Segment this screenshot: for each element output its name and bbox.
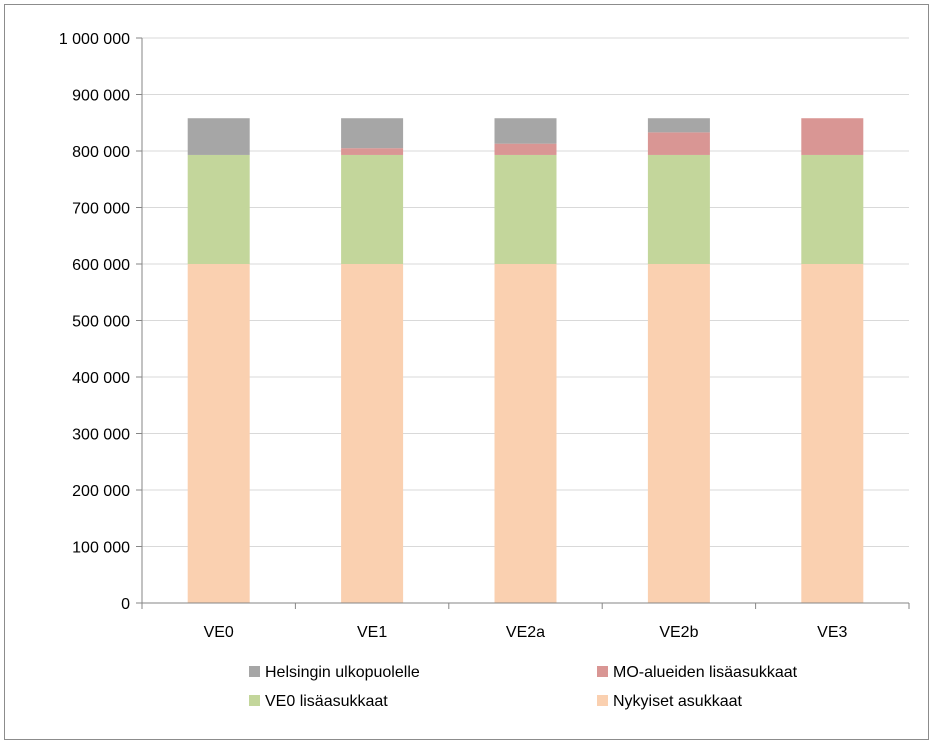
bar-segment-ve1-series-0 <box>341 264 404 603</box>
bars <box>187 118 864 603</box>
bar-segment-ve0-series-0 <box>187 264 250 603</box>
bar-segment-ve3-series-1 <box>801 154 864 264</box>
y-tick-label: 700 000 <box>72 201 130 218</box>
legend-swatch <box>249 666 260 677</box>
y-tick-label: 300 000 <box>72 427 130 444</box>
x-tick-label: VE2b <box>659 624 698 641</box>
legend-label: Nykyiset asukkaat <box>613 693 742 710</box>
y-tick-label: 400 000 <box>72 370 130 387</box>
bar-segment-ve2b-series-3 <box>647 118 710 133</box>
y-tick-label: 900 000 <box>72 88 130 105</box>
legend-label: Helsingin ulkopuolelle <box>265 664 420 681</box>
bar-segment-ve2a-series-0 <box>494 264 557 603</box>
y-tick-label: 600 000 <box>72 257 130 274</box>
legend-label: MO-alueiden lisäasukkaat <box>613 664 798 681</box>
bar-segment-ve0-series-3 <box>187 118 250 155</box>
x-tick-label: VE0 <box>204 624 234 641</box>
y-tick-label: 500 000 <box>72 314 130 331</box>
y-tick-label: 100 000 <box>72 540 130 557</box>
bar-segment-ve1-series-3 <box>341 118 404 149</box>
chart-frame <box>4 4 929 740</box>
y-tick-label: 800 000 <box>72 144 130 161</box>
bar-segment-ve1-series-1 <box>341 154 404 264</box>
axes: 0 100 000 200 000 300 000 400 000 500 000 600 … <box>59 31 910 641</box>
gridlines <box>142 37 909 547</box>
y-tick-label: 1 000 000 <box>59 31 130 48</box>
bar-segment-ve3-series-2 <box>801 118 864 155</box>
bar-segment-ve2b-series-0 <box>647 264 710 603</box>
y-tick-label: 200 000 <box>72 483 130 500</box>
bar-segment-ve2b-series-1 <box>647 154 710 264</box>
bar-segment-ve2a-series-1 <box>494 154 557 264</box>
legend-swatch <box>597 695 608 706</box>
y-tick-label: 0 <box>121 596 130 613</box>
x-tick-label: VE1 <box>357 624 387 641</box>
legend-label: VE0 lisäasukkaat <box>265 693 388 710</box>
bar-segment-ve3-series-0 <box>801 264 864 603</box>
bar-segment-ve2a-series-2 <box>494 143 557 155</box>
bar-segment-ve2a-series-3 <box>494 118 557 144</box>
bar-segment-ve1-series-2 <box>341 148 404 155</box>
x-tick-label: VE3 <box>817 624 847 641</box>
bar-segment-ve2b-series-2 <box>647 132 710 155</box>
bar-segment-ve0-series-1 <box>187 154 250 264</box>
legend: Helsingin ulkopuolelle MO-alueiden lisäas… <box>249 664 798 710</box>
legend-swatch <box>249 695 260 706</box>
x-tick-label: VE2a <box>506 624 545 641</box>
legend-swatch <box>597 666 608 677</box>
